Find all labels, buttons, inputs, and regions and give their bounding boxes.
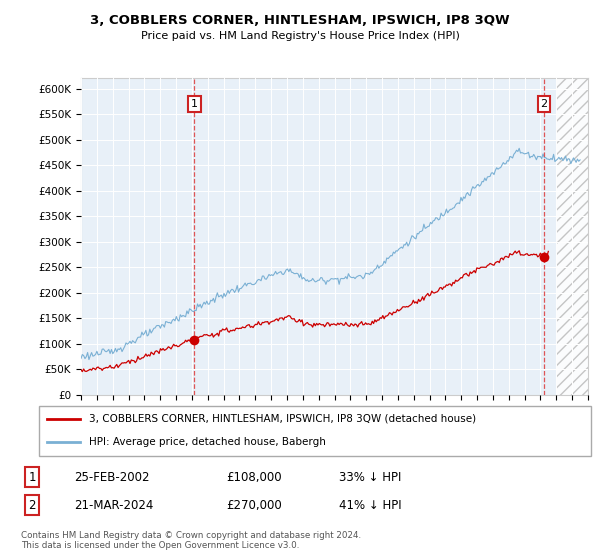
Text: £270,000: £270,000 <box>227 499 283 512</box>
Text: £108,000: £108,000 <box>227 471 283 484</box>
Text: 1: 1 <box>28 471 36 484</box>
Text: 2: 2 <box>541 99 548 109</box>
Text: 3, COBBLERS CORNER, HINTLESHAM, IPSWICH, IP8 3QW (detached house): 3, COBBLERS CORNER, HINTLESHAM, IPSWICH,… <box>89 414 476 423</box>
Text: 41% ↓ HPI: 41% ↓ HPI <box>340 499 402 512</box>
Text: HPI: Average price, detached house, Babergh: HPI: Average price, detached house, Babe… <box>89 437 326 447</box>
Text: 25-FEB-2002: 25-FEB-2002 <box>74 471 150 484</box>
Text: 21-MAR-2024: 21-MAR-2024 <box>74 499 154 512</box>
Polygon shape <box>556 78 588 395</box>
Text: Price paid vs. HM Land Registry's House Price Index (HPI): Price paid vs. HM Land Registry's House … <box>140 31 460 41</box>
Text: Contains HM Land Registry data © Crown copyright and database right 2024.
This d: Contains HM Land Registry data © Crown c… <box>21 530 361 550</box>
Text: 2: 2 <box>28 499 36 512</box>
Text: 1: 1 <box>191 99 198 109</box>
Text: 3, COBBLERS CORNER, HINTLESHAM, IPSWICH, IP8 3QW: 3, COBBLERS CORNER, HINTLESHAM, IPSWICH,… <box>90 14 510 27</box>
Text: 33% ↓ HPI: 33% ↓ HPI <box>340 471 402 484</box>
